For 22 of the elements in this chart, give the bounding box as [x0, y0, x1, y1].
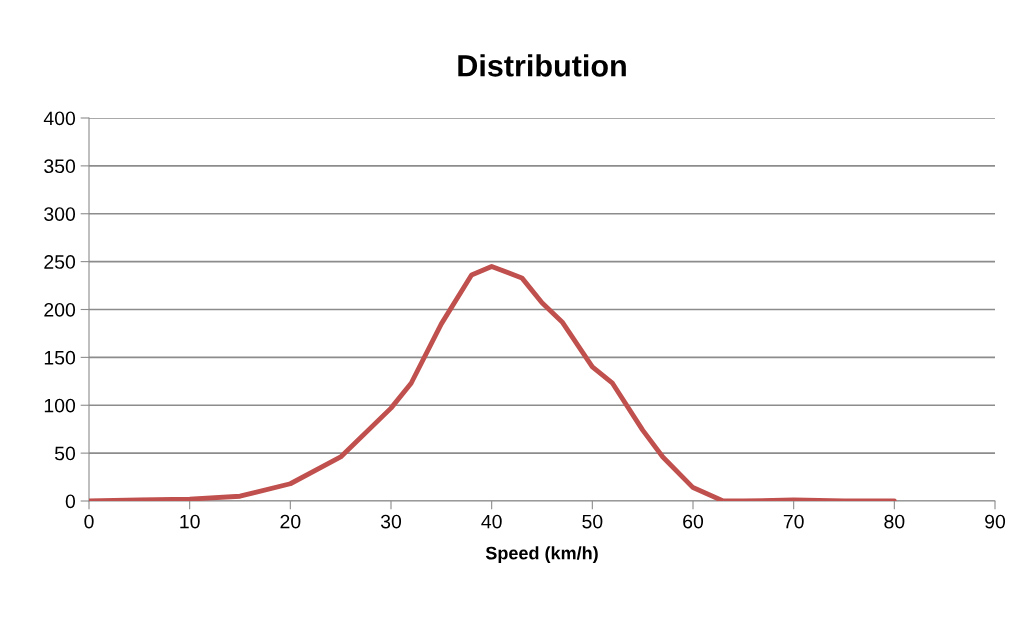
x-tick-label: 60 — [683, 514, 704, 529]
y-tick-label: 200 — [44, 302, 76, 317]
x-tick-label: 0 — [84, 514, 94, 529]
line-series — [89, 263, 897, 501]
x-tick-label: 80 — [884, 514, 905, 529]
x-tick-label: 50 — [582, 514, 603, 529]
y-tick-label: 50 — [54, 446, 76, 461]
y-tick-label: 100 — [44, 398, 76, 413]
y-tick-label: 400 — [43, 111, 76, 126]
x-tick-label: 30 — [380, 514, 402, 529]
x-tick-label: 10 — [180, 514, 200, 529]
x-tick-label: 40 — [481, 514, 502, 529]
x-tick-label: 90 — [985, 514, 1006, 529]
x-tick-label: 20 — [280, 514, 301, 529]
y-tick-label: 0 — [65, 494, 76, 509]
y-tick-label: 350 — [44, 159, 76, 174]
x-tick-label: 70 — [783, 514, 804, 529]
y-tick-label: 150 — [44, 350, 76, 365]
chart-title: Distribution — [458, 54, 626, 77]
y-tick-label: 300 — [44, 207, 76, 221]
x-axis-title: Speed (km/h) — [485, 546, 598, 564]
y-tick-label: 250 — [44, 255, 76, 269]
